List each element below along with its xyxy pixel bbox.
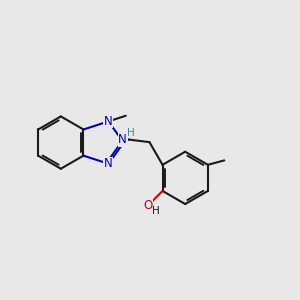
- Text: N: N: [118, 133, 127, 146]
- Text: O: O: [143, 200, 152, 212]
- Text: N: N: [104, 115, 113, 128]
- Text: H: H: [152, 206, 160, 216]
- Text: N: N: [104, 157, 113, 170]
- Text: H: H: [127, 128, 135, 138]
